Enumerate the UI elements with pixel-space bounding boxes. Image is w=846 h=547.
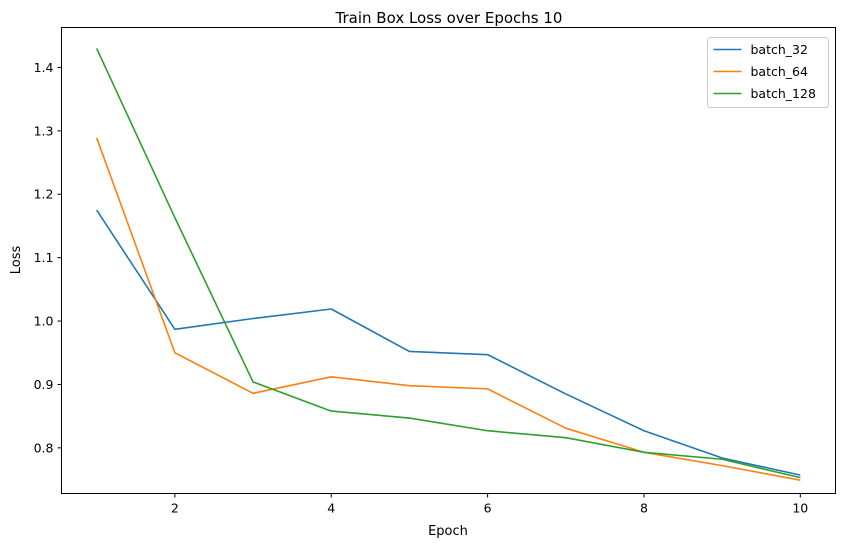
series-line-batch-128 — [95, 48, 801, 479]
legend-frame — [707, 37, 829, 108]
y-tick-label: 1.2 — [34, 187, 54, 202]
y-tick-label: 1.1 — [34, 250, 54, 265]
series-line-batch-64 — [95, 137, 801, 481]
plot-area-frame — [61, 27, 836, 494]
legend-label: batch_64 — [751, 64, 808, 79]
x-tick-label: 2 — [171, 501, 179, 516]
y-tick-label: 1.3 — [34, 123, 54, 138]
legend-label: batch_128 — [751, 86, 816, 101]
y-tick-label: 0.8 — [34, 440, 54, 455]
series-line-batch-32 — [96, 209, 801, 476]
x-axis-label: Epoch — [428, 524, 468, 539]
y-tick-label: 0.9 — [34, 377, 54, 392]
x-tick-label: 4 — [327, 501, 335, 516]
y-tick-label: 1.0 — [34, 314, 54, 329]
y-axis-label: Loss — [9, 246, 24, 275]
legend: batch_32 batch_64 batch_128 — [707, 37, 829, 108]
x-tick-label: 8 — [640, 501, 648, 516]
x-tick-label: 6 — [484, 501, 492, 516]
y-tick-label: 1.4 — [34, 60, 54, 75]
chart-title: Train Box Loss over Epochs 10 — [335, 9, 563, 27]
x-tick-label: 10 — [792, 501, 808, 516]
legend-label: batch_32 — [751, 42, 808, 57]
